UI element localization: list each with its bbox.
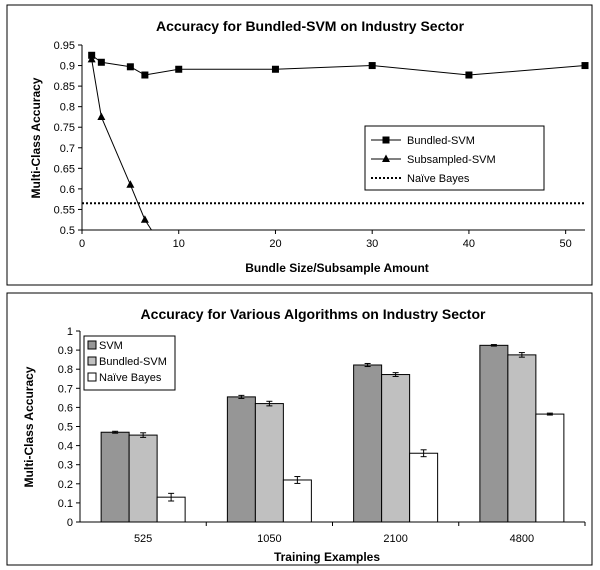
chart1-y-tick-label: 0.8 <box>60 102 75 114</box>
chart2-bar <box>128 434 158 523</box>
chart1-y-tick-label: 0.65 <box>54 163 75 175</box>
chart1-y-tick-label: 0.55 <box>54 204 75 216</box>
chart1-data-point <box>97 58 105 66</box>
chart1-y-tick-label: 0.9 <box>60 61 75 73</box>
chart2-x-tick-label: 525 <box>134 533 152 545</box>
chart2-bar <box>353 364 383 523</box>
chart1-series-1 <box>87 54 153 230</box>
chart1-axes: 0.5 0.55 0.6 0.65 0.7 0.75 0.8 0.85 0.9 0.95 0 10 20… <box>54 40 585 250</box>
chart1-x-tick-label: 0 <box>79 238 85 250</box>
chart1-data-point <box>175 65 183 73</box>
chart-various-algorithms: Accuracy for Various Algorithms on Indus… <box>6 292 593 566</box>
chart2-legend: SVM Bundled-SVM Naïve Bayes <box>83 335 176 391</box>
chart1-series <box>82 51 589 230</box>
chart2-legend-box <box>83 335 176 391</box>
chart1-legend-box <box>364 125 545 191</box>
chart1-data-point <box>126 63 134 71</box>
chart1-y-tick-label: 0.85 <box>54 81 75 93</box>
chart2-title: Accuracy for Various Algorithms on Indus… <box>141 306 486 322</box>
chart1-legend: Bundled-SVM Subsampled-SVM Naïve Bayes <box>364 125 545 191</box>
chart1-data-point <box>141 71 149 79</box>
chart1-x-tick-label: 20 <box>269 238 281 250</box>
chart1-legend-marker <box>382 136 390 144</box>
chart1-data-point <box>581 62 589 70</box>
chart1-title: Accuracy for Bundled-SVM on Industry Sec… <box>156 18 465 34</box>
chart2-bar <box>409 452 439 523</box>
chart2-y-tick-label: 0 <box>67 517 73 529</box>
chart2-legend-label: Naïve Bayes <box>99 372 162 384</box>
chart1-data-point <box>126 180 135 188</box>
chart2-bar <box>507 354 537 523</box>
chart1-data-point <box>465 71 473 79</box>
chart1-y-axis-label: Multi-Class Accuracy <box>29 77 43 198</box>
chart2-y-tick-label: 0.8 <box>58 364 73 376</box>
chart2-legend-swatch <box>87 340 97 350</box>
chart2-x-tick-label: 1050 <box>257 533 281 545</box>
chart1-legend-label: Bundled-SVM <box>407 135 475 147</box>
chart2-y-tick-label: 0.2 <box>58 479 73 491</box>
chart2-x-tick-label: 4800 <box>510 533 534 545</box>
chart1-data-point <box>87 54 96 63</box>
chart2-legend-label: Bundled-SVM <box>99 356 167 368</box>
chart2-bar <box>535 413 565 523</box>
chart2-bars <box>100 344 565 523</box>
chart1-data-point <box>140 215 149 223</box>
chart1-data-point <box>368 62 376 70</box>
chart2-x-axis-label: Training Examples <box>274 550 380 564</box>
chart-bundled-svm: Accuracy for Bundled-SVM on Industry Sec… <box>6 4 593 286</box>
chart1-y-tick-label: 0.7 <box>60 143 75 155</box>
chart2-y-tick-label: 0.3 <box>58 460 73 472</box>
chart1-y-tick-label: 0.75 <box>54 122 75 134</box>
chart1-y-tick-label: 0.95 <box>54 40 75 52</box>
chart2-bar <box>479 344 509 523</box>
chart2-y-axis-label: Multi-Class Accuracy <box>22 366 36 487</box>
chart2-legend-label: SVM <box>99 340 123 352</box>
chart1-series-0 <box>88 51 589 79</box>
chart2-y-tick-label: 0.5 <box>58 422 73 434</box>
chart2-y-tick-label: 0.1 <box>58 498 73 510</box>
chart2-bar <box>100 431 130 523</box>
chart2-y-tick-label: 1 <box>67 326 73 338</box>
chart2-x-tick-label: 2100 <box>383 533 407 545</box>
chart1-legend-marker <box>382 154 390 162</box>
chart2-legend-swatch <box>87 372 97 382</box>
chart2-y-tick-label: 0.4 <box>58 441 73 453</box>
chart1-x-tick-label: 40 <box>463 238 475 250</box>
chart2-bar <box>282 479 312 523</box>
chart2-bar <box>381 374 411 523</box>
chart2-y-tick-label: 0.7 <box>58 383 73 395</box>
chart1-x-tick-label: 30 <box>366 238 378 250</box>
chart1-y-tick-label: 0.5 <box>60 225 75 237</box>
chart1-x-tick-label: 10 <box>173 238 185 250</box>
chart1-data-point <box>97 112 106 120</box>
chart2-bar <box>226 396 256 523</box>
chart2-bar <box>254 403 284 523</box>
chart2-legend-swatch <box>87 356 97 366</box>
chart1-data-point <box>271 65 279 73</box>
chart1-y-tick-label: 0.6 <box>60 184 75 196</box>
chart1-x-tick-label: 50 <box>560 238 572 250</box>
chart2-y-tick-label: 0.6 <box>58 402 73 414</box>
chart1-legend-label: Subsampled-SVM <box>407 154 496 166</box>
chart1-legend-label: Naïve Bayes <box>407 173 470 185</box>
chart2-y-tick-label: 0.9 <box>58 345 73 357</box>
chart1-x-axis-label: Bundle Size/Subsample Amount <box>245 261 429 275</box>
